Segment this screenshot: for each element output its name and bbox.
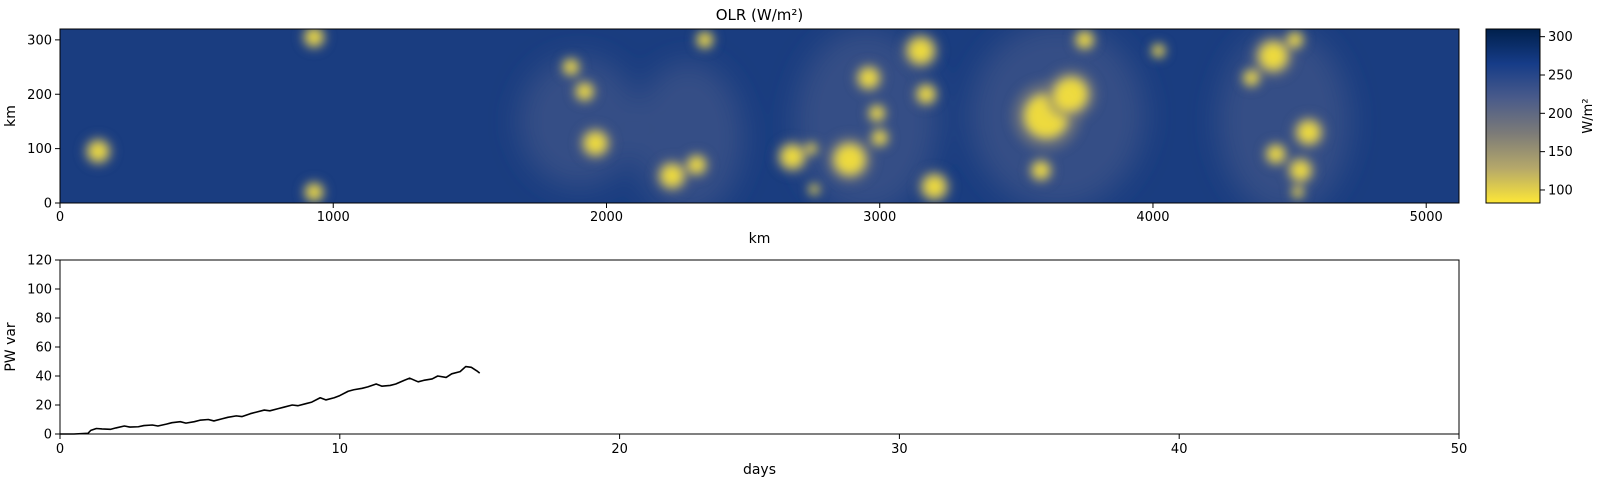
low-olr-region-22 — [1032, 162, 1050, 179]
line-plot-y-tick-label: 120 — [27, 254, 52, 269]
heatmap-x-tick-label: 4000 — [1136, 210, 1169, 225]
line-plot-y-tick-label: 80 — [35, 312, 52, 327]
low-olr-region-8 — [698, 33, 712, 47]
line-plot-x-label: days — [743, 462, 776, 478]
heatmap-title: OLR (W/m²) — [716, 6, 804, 24]
line-plot-y-tick-label: 60 — [35, 341, 52, 356]
colorbar-axis: 100 150 200 250 300 — [1540, 30, 1573, 198]
heatmap-y-axis: 0 100 200 300 — [27, 33, 60, 212]
low-olr-region-29 — [1267, 145, 1285, 163]
line-plot-x-tick-label: 20 — [611, 442, 628, 457]
line-plot-x-tick-label: 30 — [891, 442, 908, 457]
line-plot-y-tick-label: 20 — [35, 399, 52, 414]
line-plot-x-tick-label: 50 — [1451, 442, 1468, 457]
heatmap-x-axis: 0 1000 2000 3000 4000 5000 — [56, 203, 1443, 225]
line-plot-x-tick-label: 40 — [1171, 442, 1188, 457]
heatmap-field — [60, 29, 1459, 203]
heatmap-y-tick-label: 200 — [27, 88, 52, 103]
colorbar-tick-label: 150 — [1548, 145, 1573, 160]
colorbar — [1485, 28, 1541, 204]
low-olr-region-18 — [923, 175, 946, 198]
heatmap-y-label: km — [3, 105, 19, 127]
heatmap-x-tick-label: 5000 — [1410, 210, 1443, 225]
line-plot-y-axis: 0 20 40 60 80 100 120 — [27, 254, 60, 443]
low-olr-region-26 — [1288, 33, 1302, 47]
line-plot-y-tick-label: 40 — [35, 370, 52, 385]
heatmap-y-tick-label: 100 — [27, 142, 52, 157]
low-olr-region-10 — [806, 143, 817, 154]
low-olr-region-9 — [781, 145, 804, 168]
low-olr-region-20 — [1054, 77, 1088, 111]
line-plot-y-label: PW var — [3, 322, 19, 372]
heatmap-frame — [59, 28, 1460, 204]
line-plot-x-tick-label: 10 — [332, 442, 349, 457]
low-olr-region-14 — [870, 106, 884, 121]
low-olr-region-1 — [305, 29, 323, 46]
line-plot-frame — [59, 259, 1460, 435]
colorbar-tick-label: 200 — [1548, 107, 1573, 122]
low-olr-region-4 — [576, 83, 593, 100]
low-olr-region-0 — [88, 141, 108, 161]
heatmap-x-tick-label: 0 — [56, 210, 64, 225]
line-plot-y-tick-label: 0 — [44, 428, 52, 443]
line-plot-x-tick-label: 0 — [56, 442, 64, 457]
low-olr-region-3 — [564, 60, 578, 74]
line-plot-series — [60, 365, 481, 435]
line-plot-x-axis: 0 10 20 30 40 50 — [56, 434, 1467, 457]
low-olr-region-11 — [809, 185, 819, 194]
low-olr-region-15 — [872, 130, 887, 145]
low-olr-region-23 — [1152, 45, 1164, 57]
haze-region-0 — [519, 56, 640, 187]
heatmap-x-tick-label: 2000 — [590, 210, 623, 225]
low-olr-region-2 — [306, 184, 322, 200]
low-olr-region-28 — [1290, 160, 1311, 180]
low-olr-region-5 — [584, 132, 607, 155]
colorbar-tick-label: 100 — [1548, 183, 1573, 198]
low-olr-region-7 — [688, 156, 705, 174]
low-olr-region-24 — [1244, 71, 1259, 85]
low-olr-region-17 — [917, 86, 935, 103]
low-olr-region-6 — [661, 164, 683, 187]
low-olr-region-12 — [834, 144, 865, 175]
low-olr-region-27 — [1297, 121, 1320, 144]
colorbar-label: W/m² — [1581, 98, 1596, 133]
colorbar-tick-label: 300 — [1548, 30, 1573, 45]
low-olr-region-16 — [908, 38, 934, 64]
low-olr-region-13 — [859, 68, 879, 88]
heatmap-y-tick-label: 0 — [44, 197, 52, 212]
line-plot-y-tick-label: 100 — [27, 283, 52, 298]
heatmap-blob-layer — [82, 29, 1327, 203]
pw-var-line-0 — [60, 365, 481, 435]
haze-region-1 — [633, 61, 744, 203]
heatmap-x-tick-label: 3000 — [863, 210, 896, 225]
low-olr-region-21 — [1077, 32, 1093, 48]
colorbar-tick-label: 250 — [1548, 68, 1573, 83]
heatmap-x-tick-label: 1000 — [317, 210, 350, 225]
low-olr-region-30 — [1292, 187, 1303, 198]
low-olr-region-25 — [1259, 42, 1287, 70]
heatmap-y-tick-label: 300 — [27, 33, 52, 48]
heatmap-x-label: km — [749, 231, 771, 247]
